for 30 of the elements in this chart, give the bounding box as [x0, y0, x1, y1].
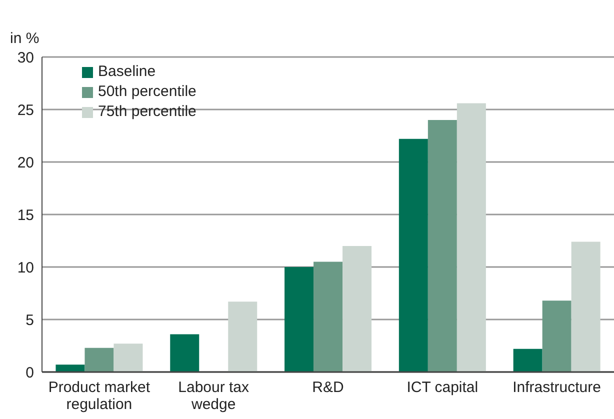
y-tick-label: 5 — [26, 312, 34, 329]
bar — [542, 300, 572, 372]
bar — [84, 348, 114, 372]
legend-label: 50th percentile — [98, 83, 196, 100]
y-tick-label: 10 — [17, 259, 34, 276]
y-tick-label: 25 — [17, 102, 34, 119]
bar — [342, 246, 372, 372]
x-tick-label: R&D — [312, 379, 344, 396]
bar — [170, 334, 200, 372]
y-tick-label: 30 — [17, 49, 34, 66]
x-tick-label: Infrastructure — [512, 379, 601, 396]
bar — [56, 364, 85, 372]
legend-label: 75th percentile — [98, 103, 196, 120]
x-tick-label: ICT capital — [406, 379, 478, 396]
bar — [398, 138, 428, 372]
y-tick-label: 15 — [17, 206, 34, 224]
y-tick-label: 20 — [17, 154, 34, 172]
bar — [428, 120, 457, 372]
bar — [314, 262, 343, 372]
bar — [571, 242, 600, 372]
bar — [284, 267, 314, 372]
bar — [228, 302, 258, 372]
x-tick-label: Labour tax wedge — [178, 379, 250, 413]
x-tick-label: Product market regulation — [48, 379, 151, 413]
legend-label: Baseline — [98, 63, 156, 80]
bar — [456, 103, 486, 372]
bar — [513, 348, 542, 372]
bar — [114, 344, 143, 372]
y-axis-title: in % — [10, 30, 40, 47]
y-tick-label: 0 — [26, 364, 34, 382]
